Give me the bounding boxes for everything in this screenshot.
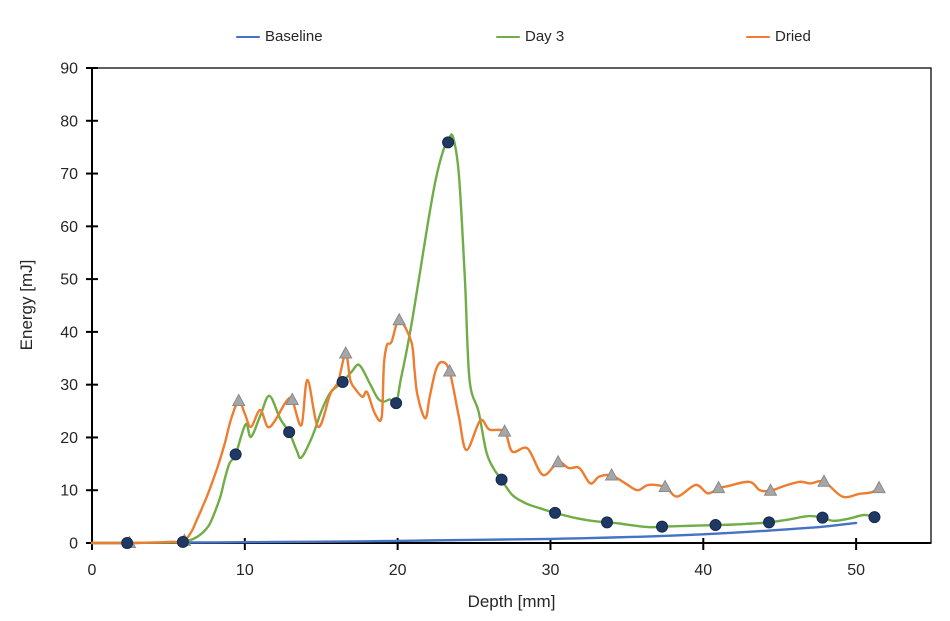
day-3-marker-circle [176,535,189,548]
day-3-marker-circle [336,376,349,389]
x-tick-label: 40 [694,562,712,579]
baseline-line-swatch [236,35,260,39]
dried-marker-triangle [338,345,353,359]
x-tick-label: 30 [542,562,560,579]
x-tick-label: 10 [236,562,254,579]
dried-marker-triangle [497,424,512,437]
y-tick-label: 40 [60,324,78,341]
y-tick-label: 10 [60,483,78,500]
legend-label-dried: Dried [775,28,811,45]
day-3-marker-circle [549,506,562,519]
baseline-series-line [90,521,858,545]
day-3-marker-circle [868,511,881,524]
dried-marker-triangle [872,480,886,494]
chart-legend: Baseline Day 3 Dried [0,27,950,49]
x-tick-label: 50 [847,562,865,579]
dried-marker-triangle [231,393,246,407]
x-axis-title: Depth [mm] [467,592,556,611]
dried-marker-triangle [551,454,565,468]
dried-marker-triangle [658,479,672,493]
legend-label-baseline: Baseline [265,28,323,45]
legend-item-dried: Dried [746,27,811,47]
x-tick-label: 20 [389,562,407,579]
day-3-marker-circle [816,511,829,524]
y-tick-label: 30 [60,377,78,394]
y-tick-label: 70 [60,166,78,183]
legend-item-baseline: Baseline [236,27,323,47]
day-3-marker-circle [442,136,455,149]
y-tick-label: 60 [60,219,78,236]
y-tick-label: 50 [60,272,78,289]
day-3-marker-circle [229,448,242,461]
day-3-marker-circle [390,397,403,410]
legend-item-day-3: Day 3 [496,27,564,47]
day-3-line-swatch [496,35,520,39]
dried-marker-triangle [285,392,300,405]
day-3-marker-circle [121,537,134,549]
x-tick-label: 0 [88,562,97,579]
y-tick-label: 90 [60,61,78,78]
y-axis-title: Energy [mJ] [17,259,36,351]
day-3-marker-circle [763,516,776,529]
dried-marker-triangle [392,312,407,326]
day-3-series-line [90,133,876,545]
y-tick-label: 80 [60,113,78,130]
day-3-marker-circle [656,520,669,533]
dried-marker-triangle [604,467,619,481]
y-tick-label: 0 [69,536,78,553]
dried-marker-triangle [442,363,457,377]
y-tick-label: 20 [60,430,78,447]
plot-border [91,67,932,544]
legend-label-day-3: Day 3 [525,28,565,45]
day-3-marker-circle [709,519,722,532]
day-3-marker-circle [601,516,614,529]
dried-marker-triangle [711,480,726,494]
dried-series-line [90,319,881,545]
day-3-marker-circle [283,426,296,439]
dried-line-swatch [746,35,770,39]
day-3-marker-circle [495,473,508,486]
dried-marker-triangle [817,474,831,487]
dried-marker-triangle [763,483,778,496]
